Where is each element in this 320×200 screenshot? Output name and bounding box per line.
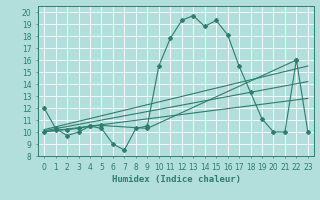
X-axis label: Humidex (Indice chaleur): Humidex (Indice chaleur) bbox=[111, 175, 241, 184]
